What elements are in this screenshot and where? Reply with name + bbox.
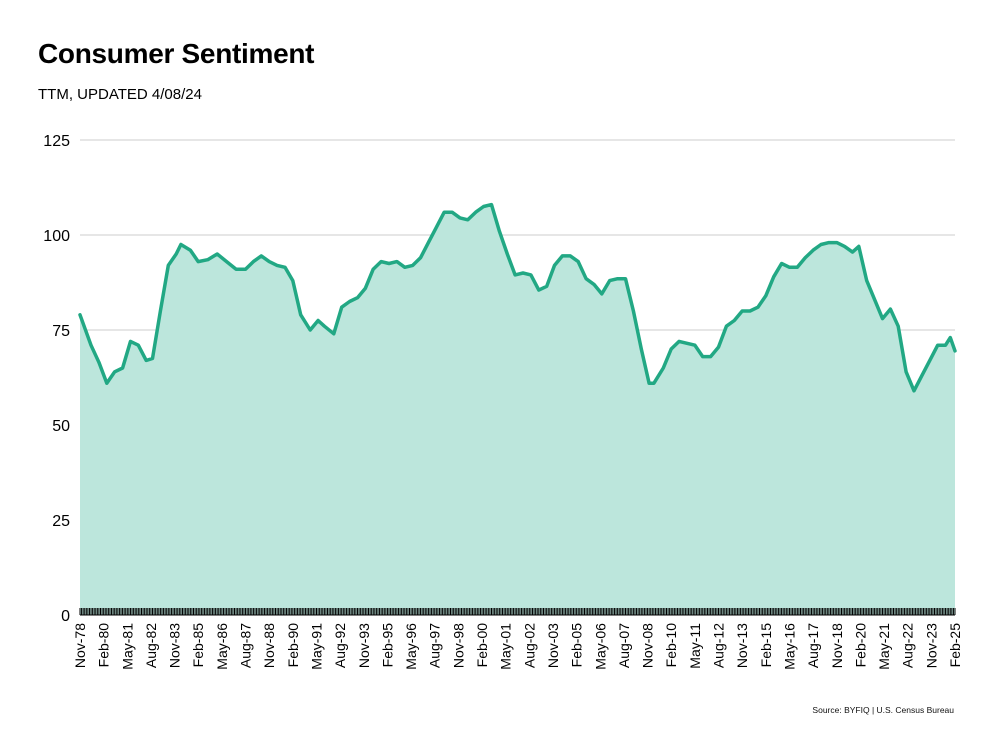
x-tick-label: Nov-18 [829,623,845,668]
x-tick-label: Nov-08 [640,623,656,668]
y-tick-label: 25 [52,513,70,530]
x-tick-label: Nov-88 [261,623,277,668]
x-tick-label: Nov-03 [545,623,561,668]
x-axis: Nov-78 Feb-80 May-81 Aug-82 Nov-83 Feb-85 May-… [72,608,963,670]
x-tick-label: Feb-20 [852,623,868,668]
x-tick-label: Nov-93 [356,623,372,668]
x-tick-label: Aug-92 [332,623,348,668]
x-tick-label: Feb-10 [663,623,679,668]
series-area-fill [80,204,955,615]
x-tick-label: Feb-85 [190,623,206,668]
x-tick-label: May-91 [309,623,325,670]
x-tick-label: Aug-82 [143,623,159,668]
x-tick-label: May-81 [119,623,135,670]
source-note: Source: BYFIQ | U.S. Census Bureau [812,705,954,715]
x-tick-label: Aug-07 [616,623,632,668]
x-tick-label: Aug-87 [238,623,254,668]
x-tick-label: May-11 [687,623,703,669]
y-tick-label: 125 [43,133,70,150]
y-axis: 0 25 50 75 100 125 [43,133,70,625]
x-tick-label: May-16 [782,623,798,670]
x-tick-label: May-21 [876,623,892,670]
y-tick-label: 75 [52,323,70,340]
y-tick-label: 0 [61,608,70,625]
x-tick-label: Aug-17 [805,623,821,668]
x-tick-label: Feb-90 [285,623,301,668]
x-tick-label: Feb-25 [947,623,963,668]
x-tick-label: Aug-22 [900,623,916,668]
y-tick-label: 100 [43,228,70,245]
x-tick-label: Nov-98 [450,623,466,668]
x-tick-label: Nov-13 [734,623,750,668]
x-tick-label: Nov-83 [167,623,183,668]
x-tick-label: Feb-95 [379,623,395,668]
x-tick-label: May-01 [498,623,514,670]
x-tick-label: May-86 [214,623,230,670]
x-tick-label: Nov-78 [72,623,88,668]
x-tick-label: May-96 [403,623,419,670]
x-tick-label: Feb-15 [758,623,774,668]
x-tick-label: Feb-05 [569,623,585,668]
series-line [78,202,957,393]
chart-subtitle: TTM, UPDATED 4/08/24 [38,86,202,103]
plot-area [78,202,957,615]
x-tick-label: Aug-02 [521,623,537,668]
y-tick-label: 50 [52,418,70,435]
chart-title: Consumer Sentiment [38,38,315,69]
x-tick-label: Aug-12 [711,623,727,668]
x-tick-label: Aug-97 [427,623,443,668]
x-tick-label: Feb-80 [96,623,112,668]
x-tick-label: Feb-00 [474,623,490,668]
x-tick-label: Nov-23 [923,623,939,668]
x-tick-label: May-06 [592,623,608,670]
